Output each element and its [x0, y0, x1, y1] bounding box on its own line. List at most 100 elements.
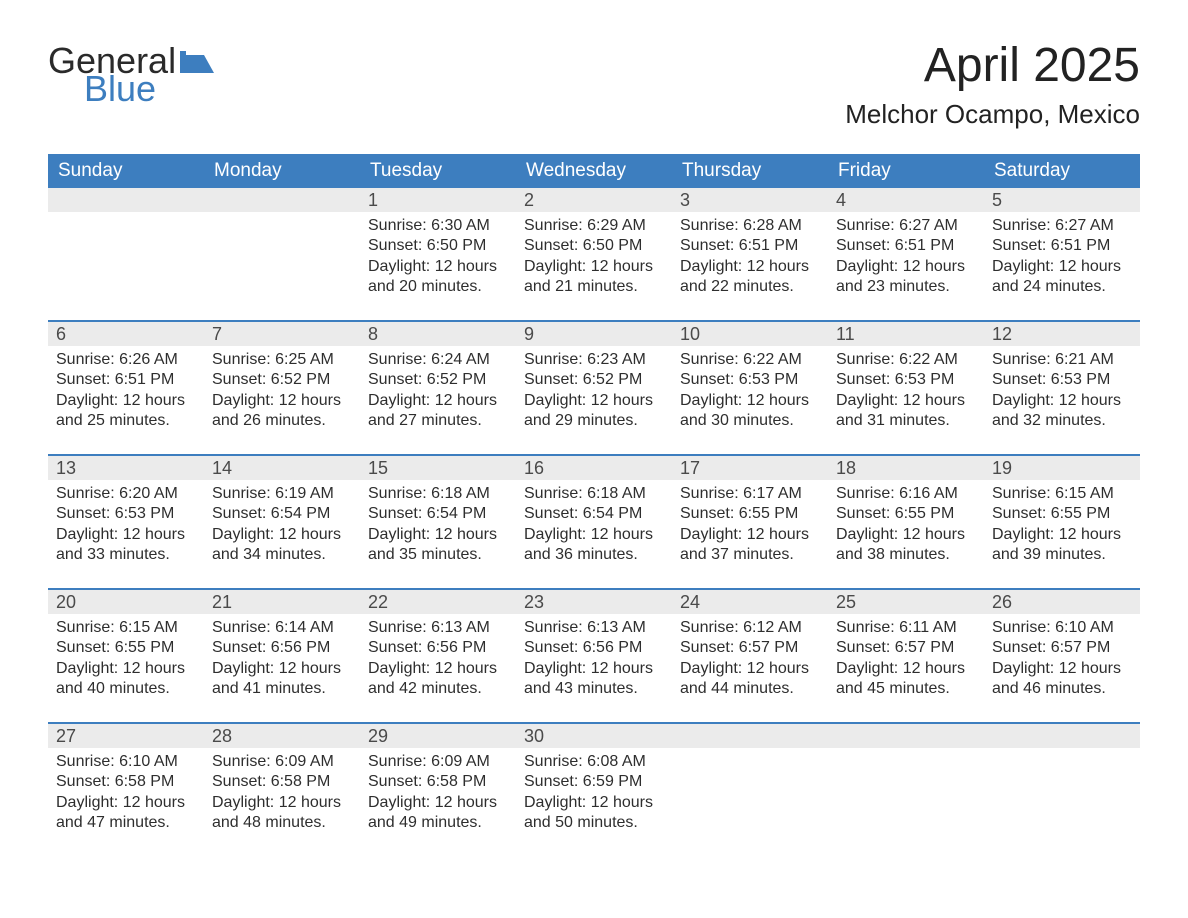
daylight-text: Daylight: 12 hours and 49 minutes. [368, 793, 508, 834]
title-block: April 2025 Melchor Ocampo, Mexico [845, 40, 1140, 130]
day-number: 17 [672, 456, 828, 480]
sunrise-text: Sunrise: 6:08 AM [524, 752, 664, 772]
day-cell: 9Sunrise: 6:23 AMSunset: 6:52 PMDaylight… [516, 322, 672, 450]
day-number: 21 [204, 590, 360, 614]
sunrise-text: Sunrise: 6:28 AM [680, 216, 820, 236]
sunset-text: Sunset: 6:56 PM [524, 638, 664, 658]
sunrise-text: Sunrise: 6:11 AM [836, 618, 976, 638]
day-cell: 16Sunrise: 6:18 AMSunset: 6:54 PMDayligh… [516, 456, 672, 584]
day-body: Sunrise: 6:28 AMSunset: 6:51 PMDaylight:… [672, 212, 828, 306]
sunrise-text: Sunrise: 6:14 AM [212, 618, 352, 638]
daylight-text: Daylight: 12 hours and 38 minutes. [836, 525, 976, 566]
week-row: 6Sunrise: 6:26 AMSunset: 6:51 PMDaylight… [48, 320, 1140, 450]
day-body: Sunrise: 6:15 AMSunset: 6:55 PMDaylight:… [48, 614, 204, 708]
sunrise-text: Sunrise: 6:27 AM [836, 216, 976, 236]
daylight-text: Daylight: 12 hours and 37 minutes. [680, 525, 820, 566]
day-cell: 4Sunrise: 6:27 AMSunset: 6:51 PMDaylight… [828, 188, 984, 316]
day-number: 10 [672, 322, 828, 346]
day-number: 26 [984, 590, 1140, 614]
sunset-text: Sunset: 6:59 PM [524, 772, 664, 792]
dow-cell: Monday [204, 154, 360, 188]
day-cell: 2Sunrise: 6:29 AMSunset: 6:50 PMDaylight… [516, 188, 672, 316]
daylight-text: Daylight: 12 hours and 34 minutes. [212, 525, 352, 566]
sunrise-text: Sunrise: 6:10 AM [992, 618, 1132, 638]
sunrise-text: Sunrise: 6:15 AM [992, 484, 1132, 504]
day-body: Sunrise: 6:26 AMSunset: 6:51 PMDaylight:… [48, 346, 204, 440]
day-body: Sunrise: 6:13 AMSunset: 6:56 PMDaylight:… [360, 614, 516, 708]
day-cell: 12Sunrise: 6:21 AMSunset: 6:53 PMDayligh… [984, 322, 1140, 450]
daylight-text: Daylight: 12 hours and 30 minutes. [680, 391, 820, 432]
day-body: Sunrise: 6:22 AMSunset: 6:53 PMDaylight:… [828, 346, 984, 440]
day-body: Sunrise: 6:16 AMSunset: 6:55 PMDaylight:… [828, 480, 984, 574]
week-row: 20Sunrise: 6:15 AMSunset: 6:55 PMDayligh… [48, 588, 1140, 718]
day-cell: 6Sunrise: 6:26 AMSunset: 6:51 PMDaylight… [48, 322, 204, 450]
sunrise-text: Sunrise: 6:21 AM [992, 350, 1132, 370]
day-cell: 26 Sunrise: 6:10 AMSunset: 6:57 PMDayligh… [984, 590, 1140, 718]
day-number [984, 724, 1140, 748]
day-body: Sunrise: 6:08 AMSunset: 6:59 PMDaylight:… [516, 748, 672, 842]
daylight-text: Daylight: 12 hours and 46 minutes. [992, 659, 1132, 700]
daylight-text: Daylight: 12 hours and 21 minutes. [524, 257, 664, 298]
day-body: Sunrise: 6:18 AMSunset: 6:54 PMDaylight:… [360, 480, 516, 574]
daylight-text: Daylight: 12 hours and 33 minutes. [56, 525, 196, 566]
day-of-week-header: SundayMondayTuesdayWednesdayThursdayFrid… [48, 154, 1140, 188]
logo-text-blue: Blue [84, 72, 214, 106]
day-body: Sunrise: 6:15 AMSunset: 6:55 PMDaylight:… [984, 480, 1140, 574]
sunset-text: Sunset: 6:52 PM [524, 370, 664, 390]
page-header: General Blue April 2025 Melchor Ocampo, … [48, 40, 1140, 130]
sunrise-text: Sunrise: 6:16 AM [836, 484, 976, 504]
calendar-page: General Blue April 2025 Melchor Ocampo, … [0, 0, 1188, 892]
day-cell: 5Sunrise: 6:27 AMSunset: 6:51 PMDaylight… [984, 188, 1140, 316]
day-body [48, 212, 204, 224]
sunset-text: Sunset: 6:53 PM [680, 370, 820, 390]
sunset-text: Sunset: 6:53 PM [56, 504, 196, 524]
day-body: Sunrise: 6:19 AMSunset: 6:54 PMDaylight:… [204, 480, 360, 574]
day-cell: 3Sunrise: 6:28 AMSunset: 6:51 PMDaylight… [672, 188, 828, 316]
sunrise-text: Sunrise: 6:17 AM [680, 484, 820, 504]
day-number: 7 [204, 322, 360, 346]
day-body: Sunrise: 6:18 AMSunset: 6:54 PMDaylight:… [516, 480, 672, 574]
day-cell: 29Sunrise: 6:09 AMSunset: 6:58 PMDayligh… [360, 724, 516, 852]
sunrise-text: Sunrise: 6:27 AM [992, 216, 1132, 236]
day-cell: 14Sunrise: 6:19 AMSunset: 6:54 PMDayligh… [204, 456, 360, 584]
sunset-text: Sunset: 6:55 PM [56, 638, 196, 658]
day-cell: 7Sunrise: 6:25 AMSunset: 6:52 PMDaylight… [204, 322, 360, 450]
sunset-text: Sunset: 6:56 PM [212, 638, 352, 658]
day-number: 4 [828, 188, 984, 212]
sunset-text: Sunset: 6:58 PM [212, 772, 352, 792]
sunset-text: Sunset: 6:51 PM [836, 236, 976, 256]
day-number: 9 [516, 322, 672, 346]
sunrise-text: Sunrise: 6:13 AM [368, 618, 508, 638]
sunrise-text: Sunrise: 6:18 AM [524, 484, 664, 504]
daylight-text: Daylight: 12 hours and 48 minutes. [212, 793, 352, 834]
day-cell [48, 188, 204, 316]
day-cell: 30Sunrise: 6:08 AMSunset: 6:59 PMDayligh… [516, 724, 672, 852]
sunset-text: Sunset: 6:54 PM [368, 504, 508, 524]
sunrise-text: Sunrise: 6:12 AM [680, 618, 820, 638]
sunset-text: Sunset: 6:57 PM [992, 638, 1132, 658]
day-number: 5 [984, 188, 1140, 212]
daylight-text: Daylight: 12 hours and 42 minutes. [368, 659, 508, 700]
dow-cell: Tuesday [360, 154, 516, 188]
day-body: Sunrise: 6:25 AMSunset: 6:52 PMDaylight:… [204, 346, 360, 440]
day-number: 16 [516, 456, 672, 480]
daylight-text: Daylight: 12 hours and 47 minutes. [56, 793, 196, 834]
day-cell [984, 724, 1140, 852]
daylight-text: Daylight: 12 hours and 39 minutes. [992, 525, 1132, 566]
day-body [204, 212, 360, 224]
day-cell: 24Sunrise: 6:12 AMSunset: 6:57 PMDayligh… [672, 590, 828, 718]
day-cell: 15Sunrise: 6:18 AMSunset: 6:54 PMDayligh… [360, 456, 516, 584]
dow-cell: Wednesday [516, 154, 672, 188]
day-number: 24 [672, 590, 828, 614]
day-body [984, 748, 1140, 760]
day-number: 22 [360, 590, 516, 614]
day-number: 18 [828, 456, 984, 480]
sunset-text: Sunset: 6:51 PM [56, 370, 196, 390]
daylight-text: Daylight: 12 hours and 40 minutes. [56, 659, 196, 700]
sunset-text: Sunset: 6:50 PM [368, 236, 508, 256]
dow-cell: Friday [828, 154, 984, 188]
month-title: April 2025 [845, 40, 1140, 93]
sunset-text: Sunset: 6:56 PM [368, 638, 508, 658]
sunrise-text: Sunrise: 6:18 AM [368, 484, 508, 504]
day-cell: 17Sunrise: 6:17 AMSunset: 6:55 PMDayligh… [672, 456, 828, 584]
